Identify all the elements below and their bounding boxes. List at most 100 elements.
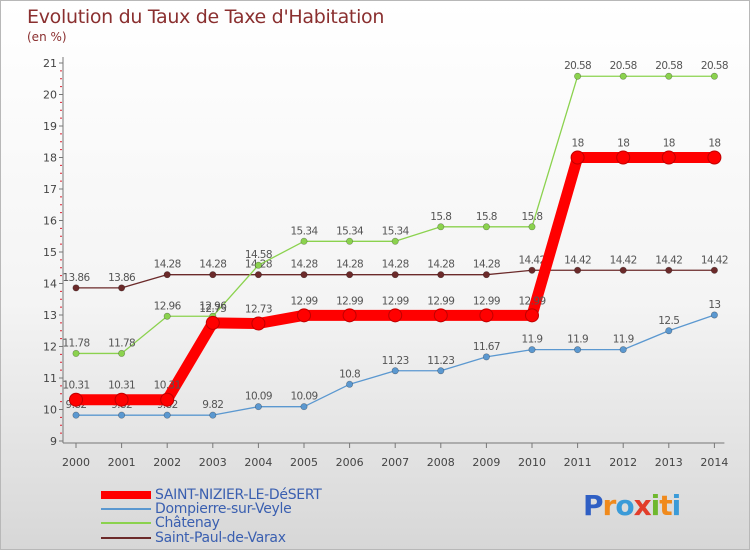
data-label: 10.31 xyxy=(62,380,89,392)
data-point xyxy=(346,237,354,245)
data-point xyxy=(528,266,536,274)
data-label: 10.09 xyxy=(245,391,272,403)
data-point xyxy=(163,411,171,419)
data-point xyxy=(205,315,220,330)
x-tick-label: 2004 xyxy=(244,456,272,469)
y-tick-label: 13 xyxy=(43,309,57,322)
x-tick-label: 2014 xyxy=(700,456,728,469)
data-point xyxy=(616,150,631,165)
data-label: 12.99 xyxy=(473,295,500,307)
data-label: 20.58 xyxy=(701,60,728,72)
data-label: 10.31 xyxy=(108,380,135,392)
data-label: 13 xyxy=(708,299,720,311)
data-label: 14.28 xyxy=(199,259,226,271)
data-label: 10.8 xyxy=(339,368,360,380)
data-point xyxy=(528,223,536,231)
data-point xyxy=(707,150,722,165)
data-label: 15.34 xyxy=(290,225,318,237)
y-tick-label: 18 xyxy=(43,152,57,165)
data-label: 13.86 xyxy=(108,272,136,284)
data-label: 11.78 xyxy=(62,337,89,349)
data-point xyxy=(574,346,582,354)
data-label: 14.42 xyxy=(610,254,637,266)
data-point xyxy=(254,403,262,411)
data-label: 14.28 xyxy=(382,259,409,271)
data-point xyxy=(665,266,673,274)
data-label: 13.86 xyxy=(62,272,90,284)
data-point xyxy=(391,271,399,279)
logo-letter: P xyxy=(583,489,604,522)
data-label: 14.28 xyxy=(336,259,363,271)
data-point xyxy=(118,411,126,419)
data-label: 14.42 xyxy=(655,254,682,266)
y-tick-label: 19 xyxy=(43,120,57,133)
data-label: 14.28 xyxy=(473,259,500,271)
legend-label-dompierre: Dompierre-sur-Veyle xyxy=(155,501,292,517)
data-label: 14.42 xyxy=(701,254,728,266)
data-label: 12.96 xyxy=(199,300,227,312)
data-label: 14.28 xyxy=(427,259,454,271)
x-tick-label: 2005 xyxy=(290,456,318,469)
x-tick-label: 2003 xyxy=(199,456,227,469)
logo-letter: o xyxy=(615,489,634,522)
data-point xyxy=(209,271,217,279)
legend-item-chatenay: Châtenay xyxy=(101,515,220,531)
data-label: 18 xyxy=(708,138,720,150)
data-point xyxy=(482,223,490,231)
data-point xyxy=(163,271,171,279)
data-label: 12.73 xyxy=(245,304,272,316)
data-label: 12.99 xyxy=(336,295,363,307)
data-point xyxy=(665,327,673,335)
data-label: 18 xyxy=(572,138,584,150)
legend-label-saint-nizier: SAINT-NIZIER-LE-DéSERT xyxy=(155,487,322,503)
data-point xyxy=(574,266,582,274)
x-tick-label: 2008 xyxy=(427,456,455,469)
legend-label-chatenay: Châtenay xyxy=(155,515,220,531)
logo-letter: t xyxy=(659,489,672,522)
data-label: 11.23 xyxy=(427,355,454,367)
data-label: 20.58 xyxy=(564,60,591,72)
x-tick-label: 2011 xyxy=(564,456,592,469)
legend-item-saint-paul: Saint-Paul-de-Varax xyxy=(101,530,286,546)
data-point xyxy=(160,392,175,407)
y-tick-label: 15 xyxy=(43,246,57,259)
data-point xyxy=(479,308,494,323)
data-point xyxy=(482,271,490,279)
chart-unit-label: (en %) xyxy=(27,30,67,44)
y-tick-label: 10 xyxy=(43,404,57,417)
data-label: 14.58 xyxy=(245,249,272,261)
data-label: 11.9 xyxy=(567,334,588,346)
data-point xyxy=(300,237,308,245)
legend-swatch-saint-paul xyxy=(101,537,151,539)
data-point xyxy=(346,380,354,388)
data-point xyxy=(570,150,585,165)
data-point xyxy=(710,266,718,274)
x-tick-label: 2000 xyxy=(62,456,90,469)
legend-swatch-dompierre xyxy=(101,508,151,510)
data-label: 12.75 xyxy=(199,303,226,315)
data-point xyxy=(163,312,171,320)
data-point xyxy=(342,308,357,323)
data-label: 18 xyxy=(617,138,629,150)
x-tick-label: 2007 xyxy=(381,456,409,469)
data-point xyxy=(254,271,262,279)
legend-item-dompierre: Dompierre-sur-Veyle xyxy=(101,501,292,517)
x-tick-label: 2001 xyxy=(108,456,136,469)
data-point xyxy=(300,271,308,279)
data-label: 12.99 xyxy=(382,295,409,307)
data-point xyxy=(619,72,627,80)
data-point xyxy=(665,72,673,80)
x-tick-label: 2002 xyxy=(153,456,181,469)
data-label: 12.5 xyxy=(658,315,679,327)
logo-letter: i xyxy=(671,489,682,522)
data-label: 20.58 xyxy=(610,60,637,72)
data-label: 11.23 xyxy=(382,355,409,367)
data-point xyxy=(391,237,399,245)
y-tick-label: 12 xyxy=(43,341,57,354)
data-point xyxy=(72,349,80,357)
data-point xyxy=(251,316,266,331)
x-tick-label: 2012 xyxy=(609,456,637,469)
data-label: 14.42 xyxy=(564,254,591,266)
data-label: 11.9 xyxy=(522,334,543,346)
